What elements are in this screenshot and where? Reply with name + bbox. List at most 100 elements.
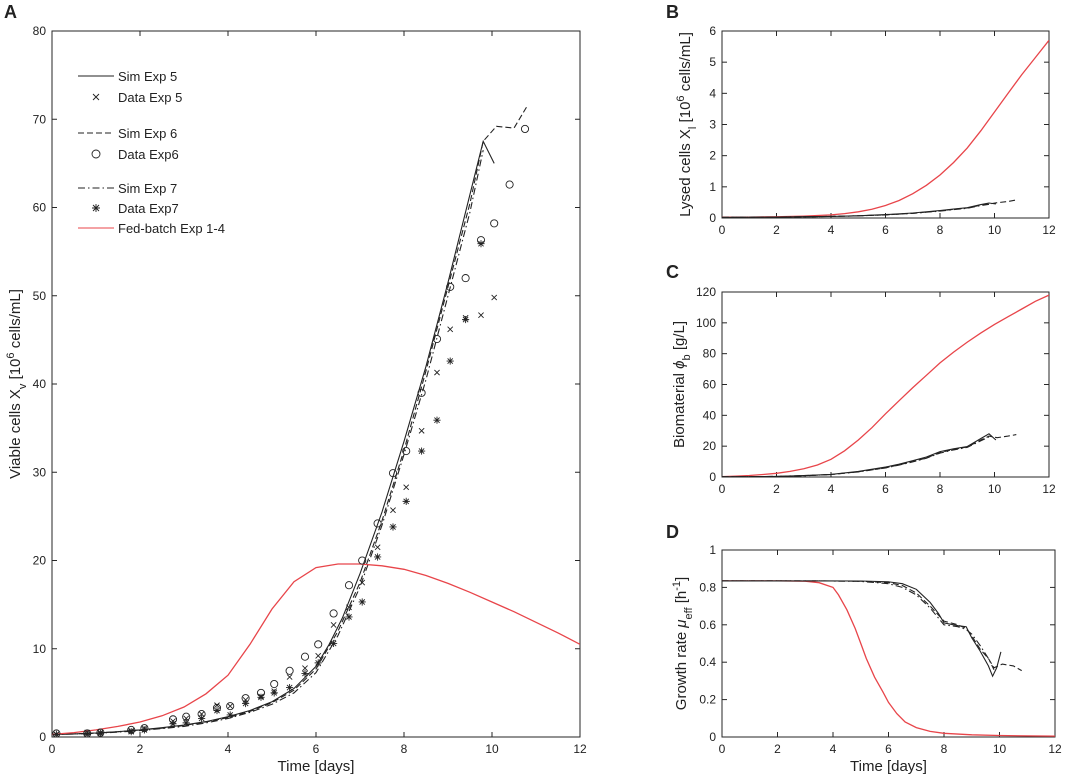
y-axis-label-part-a-2: [10 [7,359,24,384]
y-axis-label-b: Lysed cells Xl [106 cells/mL] [675,32,699,217]
x-tick-label-c-4: 4 [828,482,835,496]
panel-letter-a: A [4,2,17,22]
y-axis-label-part-d-0: Growth rate [673,628,690,711]
data-point-data-exp6-14 [300,652,310,661]
x-tick-label-c-0: 0 [719,482,726,496]
plot-area-a [51,30,581,738]
legend-item-data-exp6-swatch [91,149,101,159]
y-tick-label-a-5: 50 [33,289,47,303]
data-point-data-exp-5-19 [374,544,381,551]
data-point-data-exp7-18 [358,598,366,606]
data-point-data-exp-5-20 [390,507,396,514]
data-point-data-exp6-27 [490,219,499,228]
x-tick-label-a-2: 2 [137,742,144,756]
y-tick-label-c-6: 120 [696,285,716,299]
data-point-data-exp7-13 [286,683,294,692]
x-tick-label-d-6: 6 [885,742,892,756]
data-point-data-exp7-15 [314,659,322,667]
legend-item-data-exp7-label: Data Exp7 [118,201,179,216]
panel-a-viable-cells-chart: 0 2 4 6 8 10 12 0 10 20 30 40 50 60 70 80 A Time [days] Vi… [4,2,587,775]
y-tick-label-d-3: 0.6 [699,618,716,632]
panel-letter-d: D [666,522,679,542]
x-tick-label-a-6: 6 [313,742,320,756]
y-tick-label-c-2: 40 [703,408,717,422]
y-tick-label-b-4: 4 [709,86,716,100]
data-point-data-exp6-20 [388,469,398,478]
y-tick-label-d-5: 1 [709,543,716,557]
data-point-data-exp6-16 [329,609,338,618]
y-tick-label-b-5: 5 [709,55,716,69]
data-point-data-exp6-29 [520,124,530,134]
data-point-data-exp7-20 [389,523,397,531]
plot-area-b [721,30,1050,219]
y-axis-label-d: Growth rate μeff [h-1] [671,577,695,710]
data-point-data-exp6-23 [432,334,442,344]
data-point-data-exp-5-17 [346,604,352,611]
y-axis-label-part-c-2: b [681,354,693,360]
y-axis-label-part-a-0: Viable cells X [7,389,24,479]
x-tick-label-c-8: 8 [937,482,944,496]
y-tick-label-a-0: 0 [39,730,46,744]
y-axis-label-part-d-3: [h [673,591,690,608]
data-point-data-exp7-4 [140,726,148,734]
y-tick-label-a-8: 80 [33,24,47,38]
x-tick-label-c-10: 10 [988,482,1002,496]
data-point-data-exp-5-21 [403,484,410,491]
x-tick-label-c-2: 2 [773,482,780,496]
y-tick-label-a-3: 30 [33,465,47,479]
x-tick-label-d-0: 0 [719,742,726,756]
data-point-data-exp6-9 [226,702,235,711]
y-tick-label-c-0: 0 [709,470,716,484]
y-tick-label-a-7: 70 [33,112,47,126]
y-tick-label-b-1: 1 [709,180,716,194]
series-line-c-sim-exp-7 [722,436,990,477]
series-line-d-sim-exp-7 [722,580,995,670]
data-point-data-exp-5-13 [286,674,293,680]
data-point-data-exp6-13 [285,666,294,675]
data-point-data-exp-5-26 [478,312,484,319]
legend-item-data-exp-5-label: Data Exp 5 [118,90,182,105]
data-point-data-exp7-22 [418,447,426,455]
data-point-data-exp6-21 [402,447,411,456]
data-point-data-exp7-23 [433,416,441,424]
series-line-b-sim-exp-6 [722,199,1017,218]
y-tick-label-b-6: 6 [709,24,716,38]
y-tick-label-c-4: 80 [703,347,717,361]
data-point-data-exp6-24 [446,282,455,291]
y-tick-label-a-6: 60 [33,201,47,215]
data-point-data-exp7-24 [446,357,454,365]
series-line-c-fed-batch [722,294,1049,477]
y-axis-label-part-a-3: 6 [5,352,17,358]
data-point-data-exp7-12 [270,689,278,697]
x-tick-label-a-10: 10 [485,742,499,756]
x-axis-label-a: Time [days] [278,758,355,775]
data-point-data-exp6-15 [314,640,323,649]
data-point-data-exp7-3 [127,728,135,736]
data-point-data-exp7-21 [402,497,410,505]
x-tick-label-a-4: 4 [225,742,232,756]
y-tick-label-d-1: 0.2 [699,693,716,707]
panel-letter-c: C [666,262,679,282]
y-tick-label-d-2: 0.4 [699,655,716,669]
y-tick-label-a-2: 20 [33,554,47,568]
data-point-data-exp7-14 [301,669,309,678]
y-axis-label-part-a-1: v [17,383,29,389]
y-tick-label-c-3: 60 [703,378,717,392]
x-tick-label-b-10: 10 [988,223,1002,237]
data-point-data-exp7-2 [96,729,104,737]
data-point-data-exp7-16 [330,639,338,648]
series-line-a-sim-exp-7 [52,149,484,735]
data-point-data-exp6-1 [83,729,92,737]
data-point-data-exp6-28 [505,180,514,189]
plot-content-a [52,105,580,737]
data-point-data-exp7-8 [213,706,221,715]
data-point-data-exp-5-22 [418,427,425,434]
x-tick-label-d-10: 10 [993,742,1007,756]
y-axis-label-c: Biomaterial ϕb [g/L] [671,321,693,448]
data-point-data-exp-5-16 [330,622,337,628]
y-tick-label-a-4: 40 [33,377,47,391]
data-point-data-exp7-10 [242,699,250,708]
y-axis-label-part-b-4: cells/mL] [677,32,694,95]
data-point-data-exp6-17 [344,581,354,590]
